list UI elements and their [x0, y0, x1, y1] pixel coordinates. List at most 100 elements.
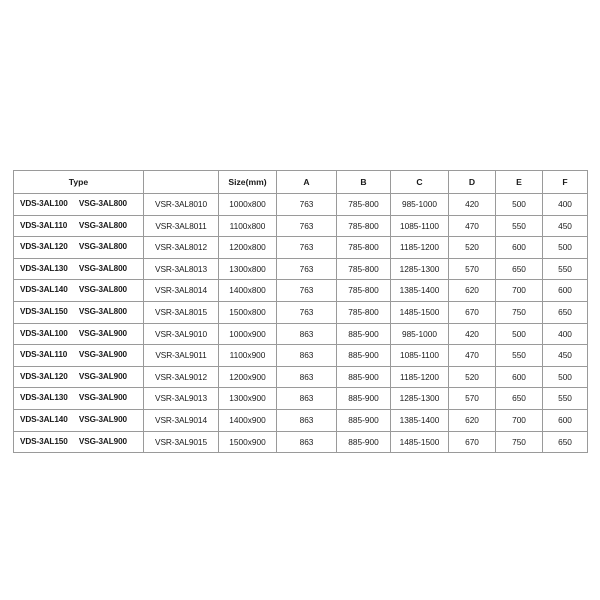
cell-dim-e: 500: [495, 322, 543, 346]
model-code-secondary: VSG-3AL900: [78, 371, 127, 381]
cell-dim-c: 985-1000: [390, 193, 449, 216]
cell-dim-f: 550: [542, 387, 588, 410]
table-row: VDS-3AL120 VSG-3AL900 VSR-3AL9012 1200x900 8…: [13, 365, 588, 389]
cell-type: VDS-3AL100 VSG-3AL800: [13, 193, 144, 216]
cell-size: 1300x900: [218, 387, 277, 410]
column-header-f: F: [542, 170, 588, 194]
cell-dim-d: 570: [448, 257, 496, 281]
type-pair: VDS-3AL140 VSG-3AL900: [15, 410, 143, 430]
cell-dim-c: 1085-1100: [390, 214, 449, 238]
type-pair: VDS-3AL110 VSG-3AL900: [15, 346, 143, 366]
type-pair: VDS-3AL100 VSG-3AL800: [15, 194, 143, 214]
cell-type: VDS-3AL140 VSG-3AL900: [13, 408, 144, 432]
cell-type: VDS-3AL120 VSG-3AL900: [13, 365, 144, 389]
model-code-secondary: VSG-3AL900: [78, 393, 127, 403]
model-code-primary: VDS-3AL120: [20, 242, 68, 252]
cell-dim-d: 470: [448, 214, 496, 238]
column-header-code: [143, 170, 219, 194]
cell-product-code: VSR-3AL8014: [143, 279, 219, 302]
cell-dim-e: 750: [495, 430, 543, 454]
cell-dim-f: 500: [542, 365, 588, 389]
cell-dim-a: 763: [276, 279, 337, 302]
cell-dim-a: 763: [276, 193, 337, 216]
column-header-d: D: [448, 170, 496, 194]
cell-dim-f: 400: [542, 322, 588, 346]
cell-dim-a: 763: [276, 214, 337, 238]
type-pair: VDS-3AL120 VSG-3AL800: [15, 238, 143, 258]
cell-type: VDS-3AL110 VSG-3AL900: [13, 344, 144, 367]
cell-dim-c: 1385-1400: [390, 279, 449, 302]
cell-dim-b: 785-800: [336, 236, 391, 259]
model-code-secondary: VSG-3AL900: [78, 350, 127, 360]
cell-product-code: VSR-3AL8012: [143, 236, 219, 259]
cell-dim-a: 863: [276, 365, 337, 389]
cell-dim-d: 420: [448, 322, 496, 346]
cell-dim-b: 885-900: [336, 322, 391, 346]
cell-type: VDS-3AL130 VSG-3AL800: [13, 257, 144, 281]
cell-dim-a: 863: [276, 387, 337, 410]
table-row: VDS-3AL140 VSG-3AL900 VSR-3AL9014 1400x900 8…: [13, 408, 588, 432]
cell-size: 1100x900: [218, 344, 277, 367]
cell-dim-f: 400: [542, 193, 588, 216]
cell-dim-d: 670: [448, 430, 496, 454]
type-pair: VDS-3AL110 VSG-3AL800: [15, 216, 143, 236]
cell-type: VDS-3AL110 VSG-3AL800: [13, 214, 144, 238]
cell-product-code: VSR-3AL9012: [143, 365, 219, 389]
cell-dim-f: 600: [542, 279, 588, 302]
model-code-secondary: VSG-3AL800: [78, 306, 127, 316]
cell-type: VDS-3AL150 VSG-3AL900: [13, 430, 144, 454]
cell-type: VDS-3AL150 VSG-3AL800: [13, 300, 144, 324]
cell-dim-f: 450: [542, 214, 588, 238]
table-row: VDS-3AL140 VSG-3AL800 VSR-3AL8014 1400x800 7…: [13, 279, 588, 302]
cell-size: 1300x800: [218, 257, 277, 281]
cell-size: 1400x900: [218, 408, 277, 432]
model-code-secondary: VSG-3AL900: [78, 328, 127, 338]
specification-table: Type Size(mm) A B C D E F VDS-3AL100 VSG-…: [13, 170, 588, 454]
cell-dim-e: 650: [495, 387, 543, 410]
cell-dim-c: 1485-1500: [390, 300, 449, 324]
cell-dim-b: 785-800: [336, 193, 391, 216]
model-code-primary: VDS-3AL110: [20, 220, 68, 230]
cell-size: 1100x800: [218, 214, 277, 238]
cell-dim-a: 863: [276, 408, 337, 432]
model-code-primary: VDS-3AL130: [20, 393, 68, 403]
type-pair: VDS-3AL140 VSG-3AL800: [15, 281, 143, 301]
cell-dim-b: 785-800: [336, 279, 391, 302]
cell-size: 1200x800: [218, 236, 277, 259]
cell-dim-b: 885-900: [336, 430, 391, 454]
table-header: Type Size(mm) A B C D E F: [13, 170, 588, 194]
cell-dim-e: 550: [495, 344, 543, 367]
type-pair: VDS-3AL130 VSG-3AL800: [15, 259, 143, 279]
model-code-secondary: VSG-3AL800: [78, 220, 127, 230]
cell-dim-b: 885-900: [336, 344, 391, 367]
column-header-type: Type: [13, 170, 144, 194]
cell-product-code: VSR-3AL8013: [143, 257, 219, 281]
specification-table-container: Type Size(mm) A B C D E F VDS-3AL100 VSG-…: [13, 170, 588, 454]
column-header-a: A: [276, 170, 337, 194]
cell-type: VDS-3AL100 VSG-3AL900: [13, 322, 144, 346]
column-header-c: C: [390, 170, 449, 194]
model-code-secondary: VSG-3AL800: [78, 242, 127, 252]
cell-dim-e: 650: [495, 257, 543, 281]
cell-product-code: VSR-3AL9011: [143, 344, 219, 367]
table-row: VDS-3AL150 VSG-3AL800 VSR-3AL8015 1500x800 7…: [13, 300, 588, 324]
cell-dim-a: 763: [276, 236, 337, 259]
model-code-primary: VDS-3AL100: [20, 199, 68, 208]
cell-dim-b: 885-900: [336, 408, 391, 432]
model-code-secondary: VSG-3AL800: [78, 263, 127, 273]
cell-size: 1500x900: [218, 430, 277, 454]
table-row: VDS-3AL130 VSG-3AL900 VSR-3AL9013 1300x900 8…: [13, 387, 588, 410]
cell-dim-a: 863: [276, 430, 337, 454]
cell-size: 1000x800: [218, 193, 277, 216]
cell-dim-c: 1185-1200: [390, 236, 449, 259]
cell-type: VDS-3AL130 VSG-3AL900: [13, 387, 144, 410]
cell-dim-c: 1285-1300: [390, 257, 449, 281]
cell-dim-e: 600: [495, 236, 543, 259]
table-header-row: Type Size(mm) A B C D E F: [13, 170, 588, 194]
cell-product-code: VSR-3AL9013: [143, 387, 219, 410]
cell-size: 1500x800: [218, 300, 277, 324]
cell-dim-e: 700: [495, 279, 543, 302]
cell-dim-c: 1085-1100: [390, 344, 449, 367]
cell-dim-c: 985-1000: [390, 322, 449, 346]
